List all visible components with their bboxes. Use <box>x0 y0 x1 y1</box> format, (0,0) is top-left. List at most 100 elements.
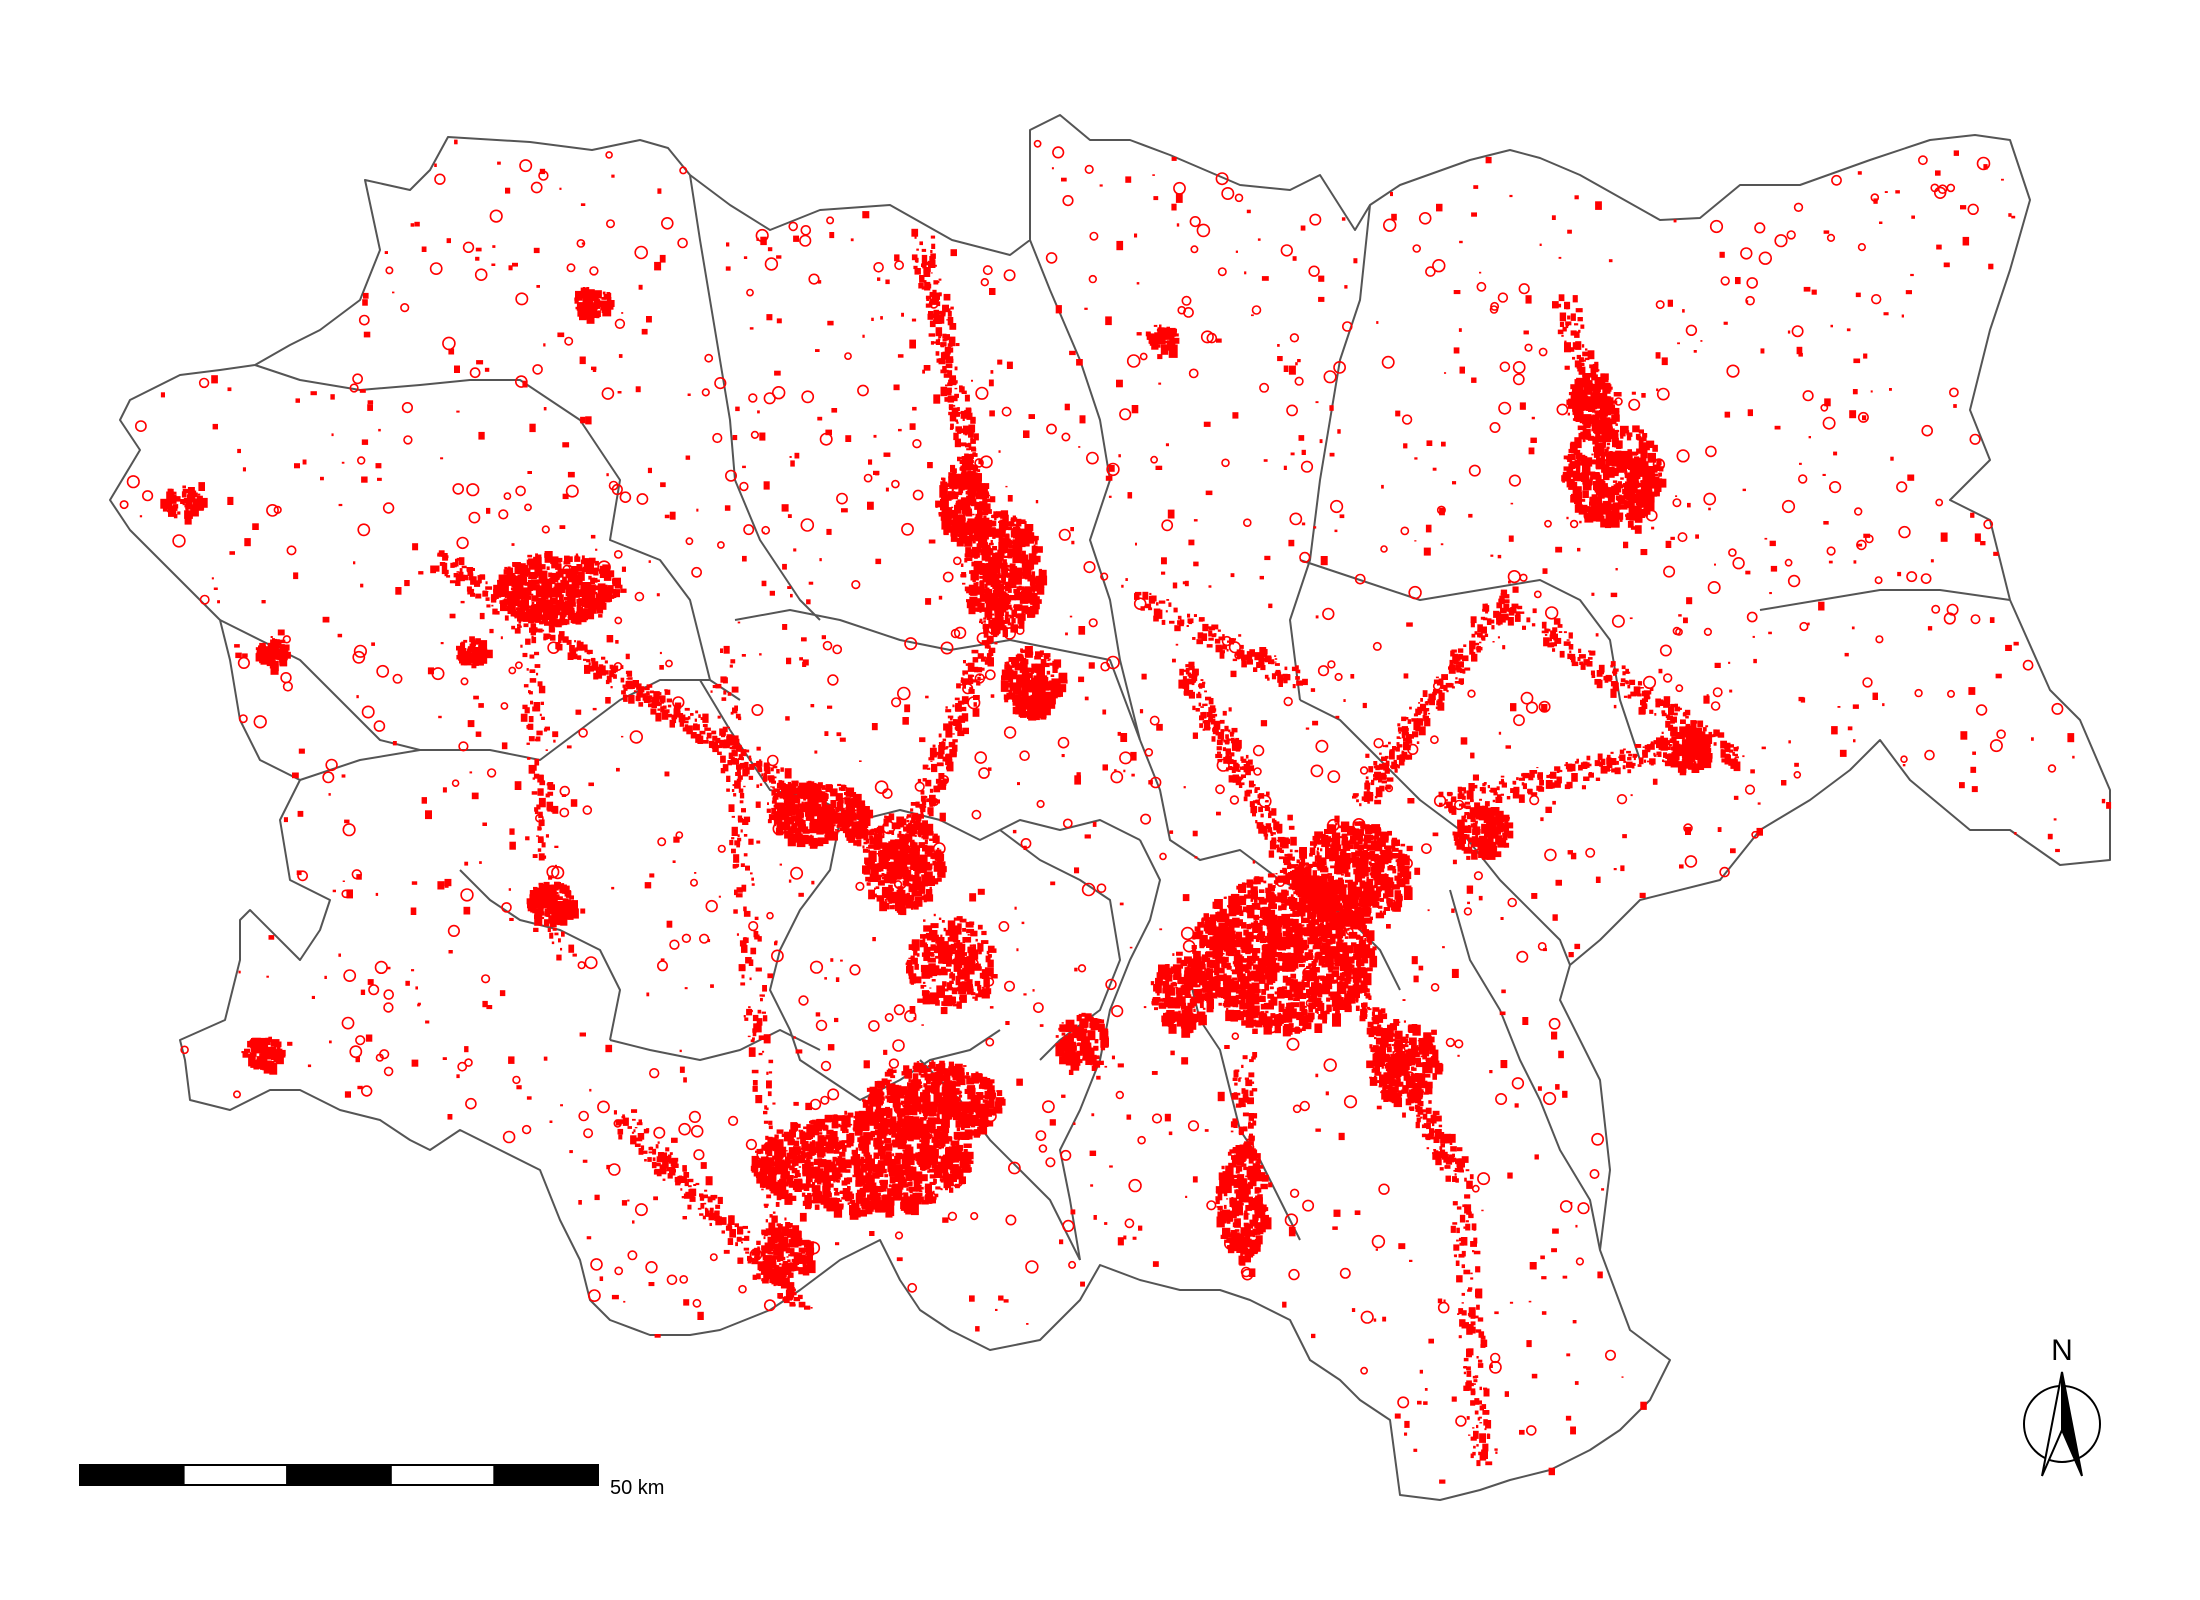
settlement-patch <box>941 1139 950 1144</box>
settlement-patch <box>859 1209 867 1217</box>
settlement-patch <box>1327 873 1333 876</box>
settlement-patch <box>1267 883 1273 890</box>
settlement-patch <box>1523 330 1529 335</box>
settlement-patch <box>1465 1223 1471 1231</box>
settlement-patch <box>1595 777 1601 781</box>
settlement-patch <box>1226 965 1232 970</box>
village-settlement <box>800 518 815 532</box>
settlement-patch <box>1141 673 1147 680</box>
settlement-patch <box>342 880 345 882</box>
settlement-patch <box>1353 985 1359 993</box>
settlement-patch <box>1959 782 1965 789</box>
settlement-patch <box>938 1146 942 1150</box>
settlement-patch <box>565 603 573 608</box>
settlement-patch <box>1344 993 1347 998</box>
village-settlement <box>1378 1183 1390 1195</box>
settlement-patch <box>1237 986 1242 990</box>
village-settlement <box>546 865 560 879</box>
village-settlement <box>530 181 543 194</box>
settlement-patch <box>887 1188 894 1197</box>
village-settlement <box>763 1299 776 1312</box>
village-settlement <box>998 921 1010 932</box>
village-settlement <box>1234 193 1244 203</box>
settlement-patch <box>1369 897 1376 904</box>
settlement-patch <box>277 629 285 636</box>
settlement-patch <box>1223 984 1231 995</box>
settlement-patch <box>564 555 570 563</box>
settlement-patch <box>1102 764 1108 771</box>
settlement-patch <box>2047 833 2053 840</box>
settlement-patch <box>1333 850 1335 853</box>
settlement-patch <box>789 1175 794 1179</box>
village-settlement <box>844 352 852 360</box>
village-settlement <box>634 1203 648 1217</box>
village-settlement <box>884 1012 894 1022</box>
settlement-patch <box>1366 930 1375 942</box>
settlement-patch <box>1310 918 1315 922</box>
settlement-patch <box>896 1143 903 1148</box>
settlement-patch <box>1382 910 1386 915</box>
village-settlement <box>1473 871 1483 881</box>
village-settlement <box>1221 458 1230 468</box>
settlement-patch <box>760 1156 769 1167</box>
settlement-patch <box>2055 848 2060 853</box>
settlement-patch <box>1798 352 1803 357</box>
settlement-patch <box>874 1129 879 1135</box>
settlement-patch <box>1226 994 1230 997</box>
settlement-patch <box>1233 947 1237 951</box>
settlement-patch <box>1367 881 1372 885</box>
settlement-patch <box>1061 177 1067 182</box>
settlement-patch <box>790 593 793 598</box>
settlement-patch <box>1365 753 1370 758</box>
settlement-patch <box>1222 953 1225 955</box>
settlement-patch <box>1184 580 1189 587</box>
settlement-patch <box>1413 1448 1418 1452</box>
settlement-patch <box>1350 674 1355 679</box>
settlement-patch <box>442 1057 447 1060</box>
settlement-patch <box>1872 692 1878 700</box>
settlement-patch <box>1127 492 1133 499</box>
settlement-patch <box>1223 1000 1231 1008</box>
settlement-patch <box>934 1193 939 1198</box>
settlement-patch <box>545 578 553 589</box>
settlement-patch <box>1315 887 1320 894</box>
settlement-patch <box>802 1166 811 1177</box>
village-settlement <box>1675 684 1684 693</box>
settlement-patch <box>1363 976 1368 983</box>
settlement-patch <box>1308 949 1314 953</box>
village-settlement <box>349 1045 363 1059</box>
settlement-patch <box>1319 439 1323 444</box>
settlement-patch <box>1193 519 1198 522</box>
settlement-patch <box>963 1149 968 1153</box>
settlement-patch <box>1229 998 1238 1007</box>
village-settlement <box>1802 390 1814 402</box>
settlement-patch <box>737 621 741 624</box>
settlement-patch <box>1342 901 1349 909</box>
settlement-patch <box>907 1083 916 1093</box>
village-settlement <box>1381 355 1395 369</box>
settlement-patch <box>570 616 580 624</box>
village-settlement <box>266 503 279 517</box>
settlement-patch <box>906 1150 909 1154</box>
settlement-patch <box>1226 937 1234 946</box>
village-settlement <box>1740 247 1753 260</box>
settlement-patch <box>899 1188 903 1191</box>
settlement-patch <box>418 571 424 575</box>
village-settlement <box>677 237 688 249</box>
settlement-patch <box>1479 271 1482 274</box>
settlement-patch <box>552 731 559 738</box>
settlement-patch <box>1301 449 1306 455</box>
village-settlement <box>970 1211 979 1221</box>
settlement-patch <box>1788 740 1791 744</box>
settlement-patch <box>1032 989 1035 992</box>
settlement-patch <box>925 695 929 699</box>
settlement-patch <box>737 837 742 842</box>
settlement-patch <box>1241 1020 1250 1026</box>
village-settlement <box>1088 618 1098 628</box>
settlement-patch <box>1345 879 1350 883</box>
settlement-patch <box>911 228 919 237</box>
settlement-patch <box>968 1160 974 1164</box>
settlement-patch <box>548 600 555 605</box>
settlement-patch <box>1392 847 1396 851</box>
settlement-patch <box>858 1110 865 1116</box>
